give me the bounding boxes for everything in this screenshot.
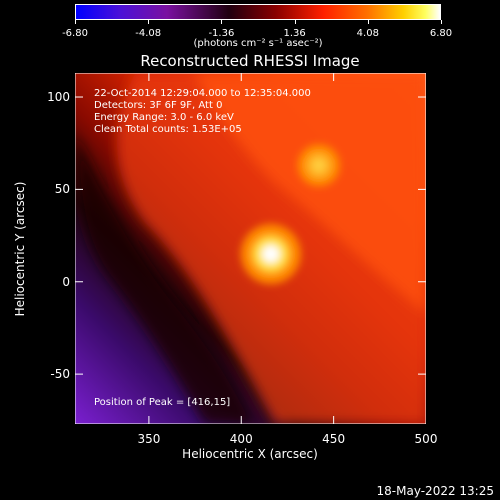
- annotation-detectors: Detectors: 3F 6F 9F, Att 0: [94, 100, 223, 111]
- colorbar-tick-label: -4.08: [135, 28, 162, 39]
- colorbar-tick-label: 4.08: [356, 28, 379, 39]
- colorbar-tick-mark: [221, 20, 223, 24]
- x-tick-label: 400: [229, 432, 253, 446]
- x-axis-label: Heliocentric X (arcsec): [182, 447, 318, 461]
- annotation-peak-position: Position of Peak = [416,15]: [94, 397, 231, 408]
- annotation-clean: Clean Total counts: 1.53E+05: [94, 124, 242, 135]
- y-tick-label: 0: [62, 274, 70, 289]
- source-core: [261, 245, 280, 264]
- source-core: [312, 159, 326, 172]
- y-tick-label: -50: [50, 367, 70, 382]
- colorbar-tick-label: 6.80: [429, 28, 453, 39]
- dark-lane: [75, 133, 255, 424]
- colorbar-tick-mark: [441, 20, 442, 24]
- colorbar-tick-mark: [294, 20, 296, 24]
- emission-core: [195, 73, 426, 313]
- colorbar-tick-mark: [367, 20, 369, 24]
- annotation-time-range: 22-Oct-2014 12:29:04.000 to 12:35:04.000: [94, 88, 311, 99]
- y-tick-label: 100: [47, 90, 70, 105]
- colorbar-tick-mark: [148, 20, 150, 24]
- annotation-energy: Energy Range: 3.0 - 6.0 keV: [94, 112, 234, 123]
- y-axis-label: Heliocentric Y (arcsec): [13, 181, 27, 317]
- colorbar-units: (photons cm⁻² s⁻¹ asec⁻²): [193, 38, 323, 49]
- chart-title: Reconstructed RHESSI Image: [140, 52, 360, 70]
- y-tick-label: 50: [54, 182, 70, 197]
- x-tick-label: 450: [322, 432, 346, 446]
- colorbar-tick-label: -1.36: [208, 28, 235, 39]
- x-tick-label: 500: [414, 432, 438, 446]
- colorbar: [75, 4, 441, 20]
- colorbar-tick-label: 1.36: [283, 28, 306, 39]
- timestamp-footer: 18-May-2022 13:25: [376, 484, 494, 498]
- x-tick-label: 350: [137, 432, 161, 446]
- colorbar-tick-label: -6.80: [62, 28, 88, 39]
- image-plot: [75, 73, 426, 424]
- colorbar-tick-mark: [75, 20, 76, 24]
